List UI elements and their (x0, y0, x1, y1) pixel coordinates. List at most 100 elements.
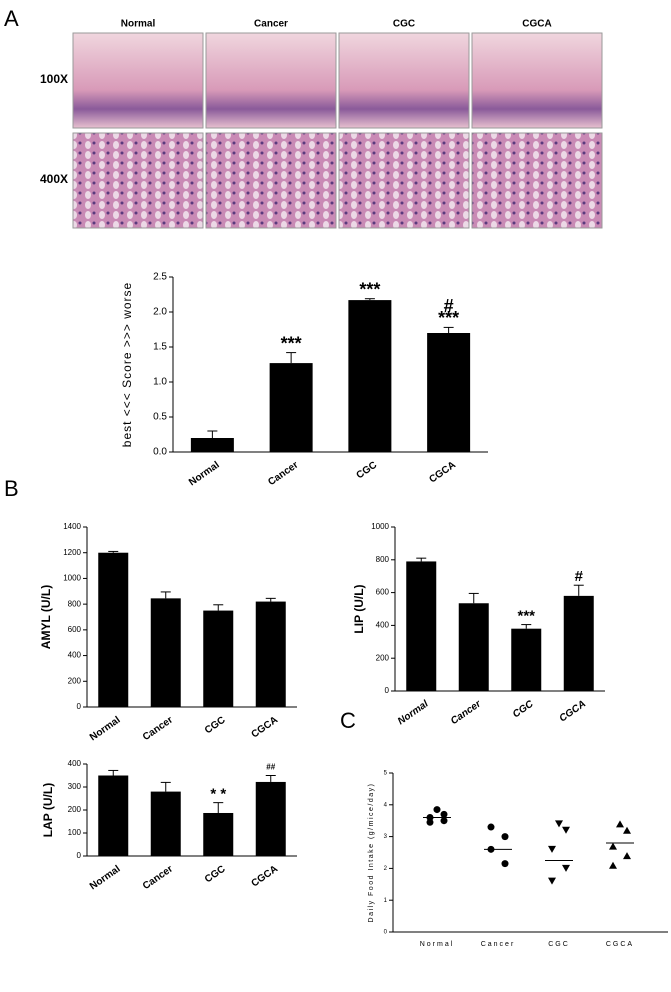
bar (511, 628, 542, 691)
x-tick-label: Normal (420, 941, 455, 948)
micrograph (338, 132, 470, 229)
x-tick-label: Normal (187, 459, 222, 488)
y-axis-label: AMYL (U/L) (39, 585, 53, 649)
y-tick-label: 200 (68, 676, 82, 685)
y-axis-label: LIP (U/L) (352, 584, 366, 633)
bar (203, 812, 234, 856)
y-tick-label: 400 (376, 621, 390, 630)
bar (427, 333, 471, 452)
row-label: 100X (40, 72, 68, 86)
bar (269, 363, 313, 452)
point (562, 826, 570, 834)
point (487, 823, 495, 831)
column-label: Cancer (254, 19, 288, 30)
y-tick-label: 1200 (63, 548, 81, 557)
x-tick-label: CGC (548, 941, 570, 948)
point (623, 852, 631, 860)
y-tick-label: 4 (384, 802, 388, 808)
y-tick-label: 600 (376, 588, 390, 597)
x-tick-label: Cancer (266, 460, 300, 489)
micrograph (72, 32, 204, 129)
x-tick-label: Cancer (141, 864, 175, 893)
x-tick-label: CGCA (427, 460, 457, 486)
x-tick-label: Normal (88, 863, 123, 892)
micrograph (338, 32, 470, 129)
y-tick-label: 1 (384, 898, 388, 904)
micrograph (471, 132, 603, 229)
y-tick-label: 800 (376, 555, 390, 564)
y-tick-label: 0 (77, 851, 82, 860)
significance-label: # (444, 296, 454, 316)
point (440, 810, 448, 818)
y-tick-label: 0.5 (153, 412, 167, 423)
y-tick-label: 2.5 (153, 272, 167, 283)
y-tick-label: 0 (77, 702, 82, 711)
significance-label: *** (281, 333, 302, 353)
x-tick-label: Cancer (141, 715, 175, 744)
bar (190, 438, 234, 452)
x-tick-label: CGC (203, 864, 228, 886)
x-tick-label: Cancer (481, 941, 516, 948)
y-tick-label: 400 (68, 759, 82, 768)
y-tick-label: 1.0 (153, 377, 167, 388)
y-tick-label: 600 (68, 625, 82, 634)
point (562, 864, 570, 872)
micrograph (72, 132, 204, 229)
y-tick-label: 1.5 (153, 342, 167, 353)
x-tick-label: CGC (355, 460, 380, 482)
point (440, 817, 448, 825)
x-tick-label: CGCA (606, 941, 634, 948)
point (548, 845, 556, 853)
y-tick-label: 200 (376, 653, 390, 662)
y-tick-label: 2.0 (153, 307, 167, 318)
bar (255, 601, 286, 707)
row-label: 400X (40, 172, 68, 186)
x-tick-label: Cancer (449, 698, 484, 727)
y-tick-label: 0 (385, 686, 390, 695)
x-tick-label: Normal (396, 698, 431, 727)
significance-label: # (575, 568, 584, 585)
y-tick-label: 1000 (63, 574, 81, 583)
panel-label: A (4, 6, 19, 31)
point (609, 842, 617, 850)
bar (255, 781, 286, 856)
column-label: CGCA (522, 19, 551, 30)
bar (98, 552, 129, 707)
histology-grid (72, 32, 603, 229)
micrograph (205, 132, 337, 229)
point (501, 860, 509, 868)
bar (98, 775, 129, 856)
y-tick-label: 800 (68, 599, 82, 608)
y-axis-label: Daily Food Intake (g/mice/day) (368, 783, 375, 923)
point (623, 826, 631, 834)
column-label: CGC (393, 19, 415, 30)
column-label: Normal (121, 19, 156, 30)
y-tick-label: 400 (68, 651, 82, 660)
bar (348, 300, 392, 452)
x-tick-label: CGCA (250, 864, 280, 890)
micrograph (471, 32, 603, 129)
y-axis-label: LAP (U/L) (41, 783, 55, 837)
significance-label: *** (438, 308, 459, 328)
point (616, 820, 624, 828)
panel-label: C (340, 708, 356, 733)
panel-label: B (4, 476, 19, 501)
y-tick-label: 3 (384, 834, 388, 840)
y-tick-label: 2 (384, 866, 388, 872)
bar (203, 610, 234, 707)
point (426, 818, 434, 826)
y-tick-label: 1400 (63, 522, 81, 531)
y-tick-label: 0.0 (153, 447, 167, 458)
y-axis-label: best <<< Score >>> worse (120, 282, 134, 447)
bar (563, 595, 594, 691)
significance-label: *** (359, 279, 380, 299)
significance-label: * * (210, 786, 226, 803)
bar (150, 598, 181, 707)
point (609, 861, 617, 869)
y-tick-label: 300 (68, 782, 82, 791)
x-tick-label: CGC (511, 698, 536, 720)
significance-label: ## (266, 763, 275, 772)
y-tick-label: 0 (384, 930, 388, 936)
y-tick-label: 200 (68, 805, 82, 814)
